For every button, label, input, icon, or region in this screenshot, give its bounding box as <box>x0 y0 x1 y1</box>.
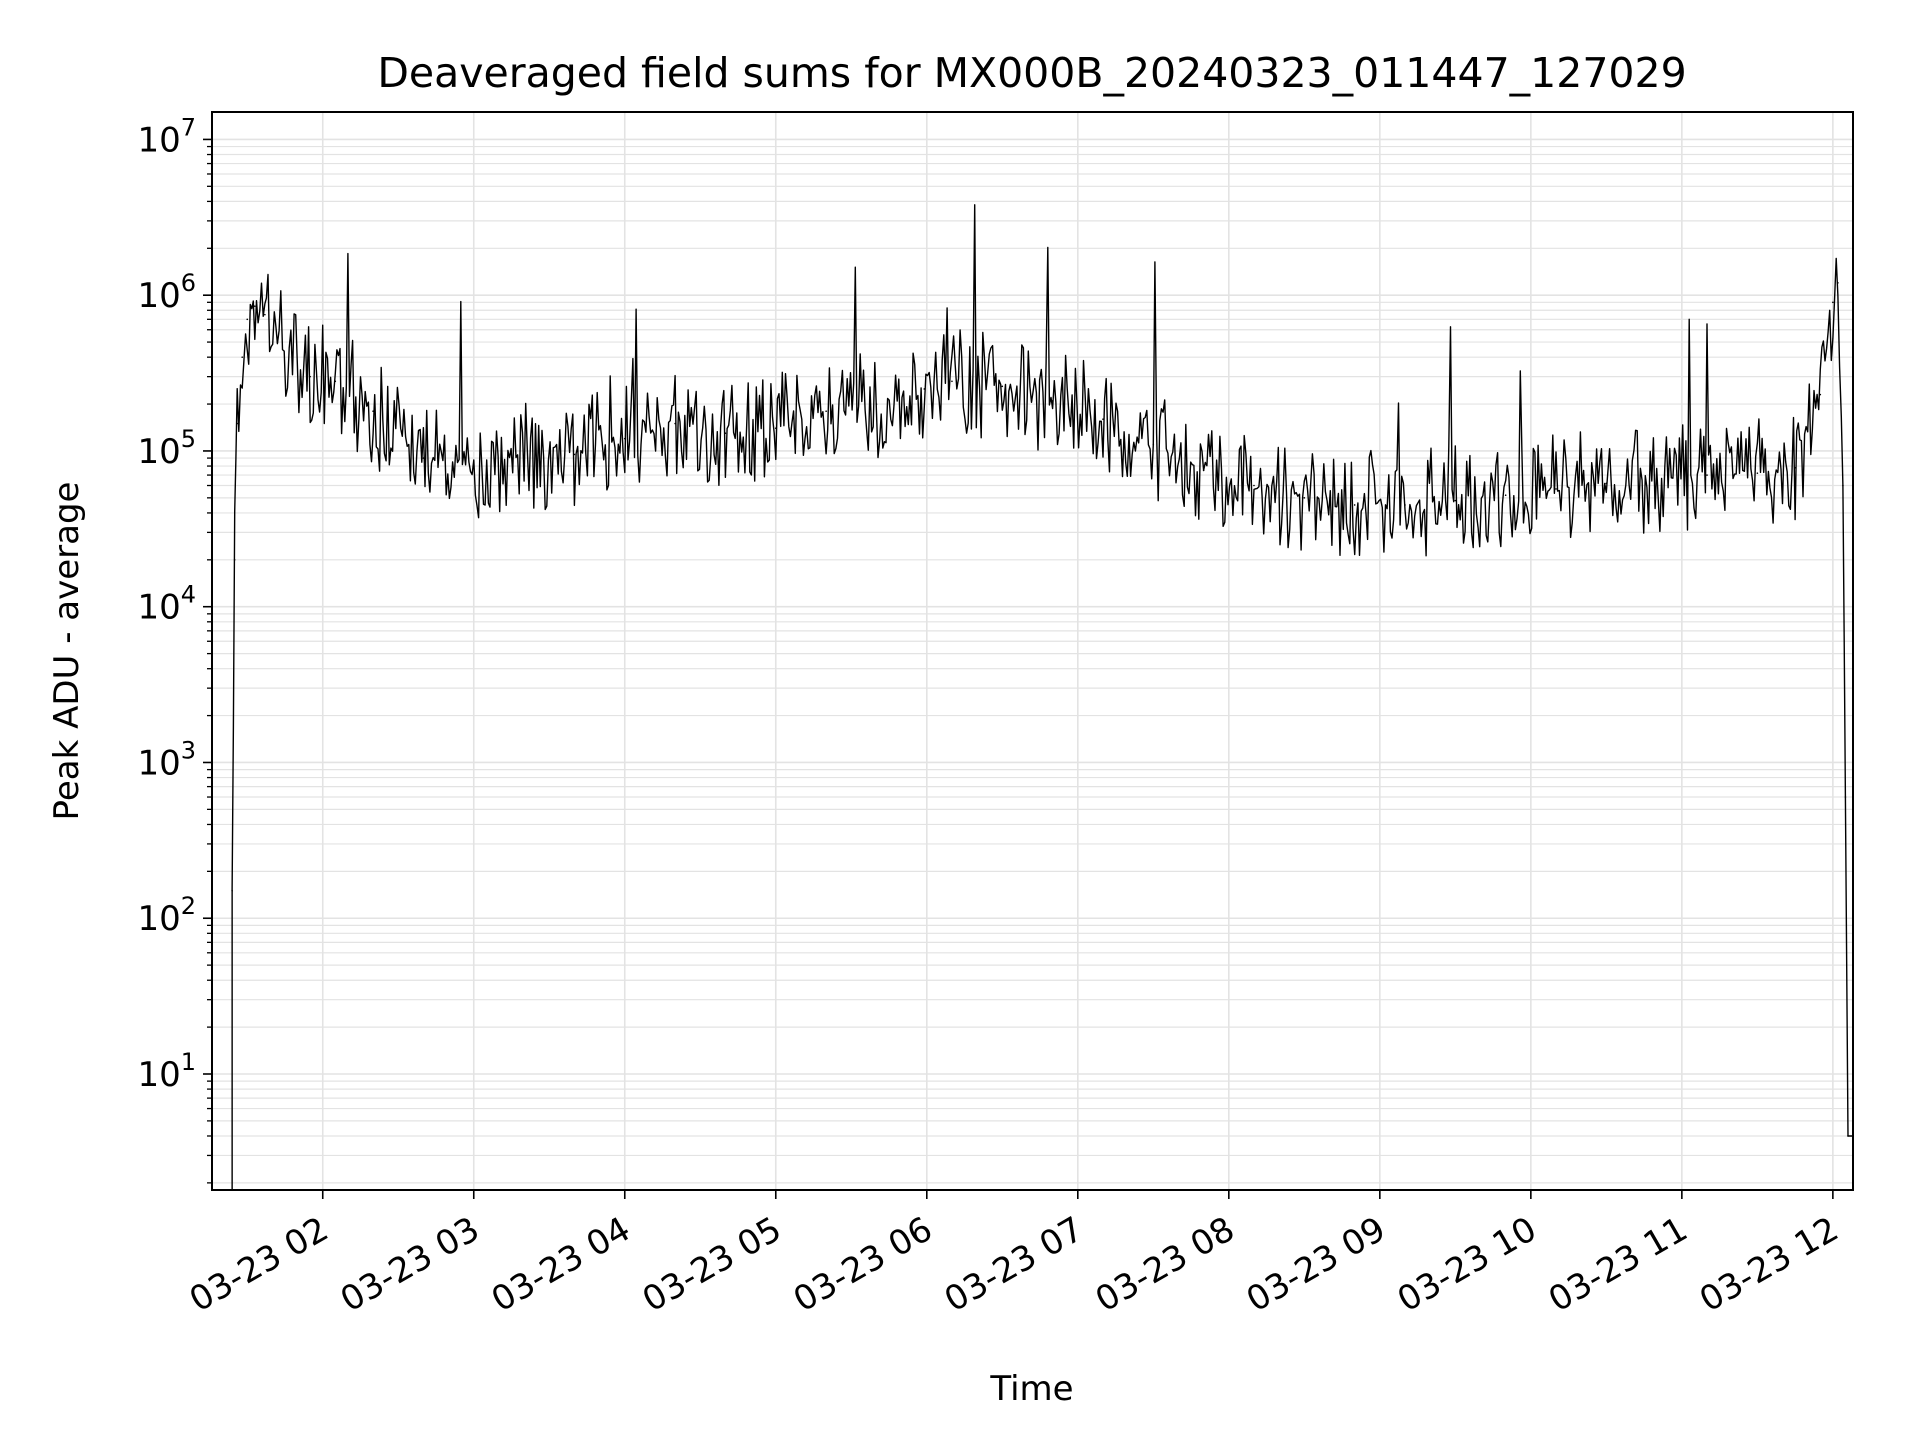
data-point <box>231 890 233 892</box>
data-point <box>1253 484 1255 487</box>
data-point <box>523 457 525 459</box>
axis-ticks <box>203 138 1834 1199</box>
data-point <box>1844 796 1847 798</box>
data-point <box>1842 484 1844 487</box>
data-point <box>253 305 256 307</box>
data-point <box>236 422 238 425</box>
grid-lines <box>212 112 1853 1190</box>
data-point <box>422 457 425 459</box>
y-tick-label: 101 <box>137 1048 196 1095</box>
data-point <box>573 453 576 456</box>
data-point <box>372 410 374 412</box>
data-point <box>1605 482 1608 485</box>
y-tick-label: 103 <box>137 736 196 783</box>
data-point <box>1102 418 1104 420</box>
series-line <box>231 204 1853 1137</box>
data-point <box>1404 504 1406 506</box>
y-tick-label: 107 <box>137 113 196 160</box>
data-point <box>923 388 926 390</box>
data-point <box>674 422 676 425</box>
data-point <box>875 403 878 405</box>
data-point <box>233 559 236 561</box>
data-point <box>1051 399 1054 402</box>
data-point <box>1504 494 1507 496</box>
data-point <box>1756 472 1759 474</box>
x-axis-title: Time <box>989 1369 1073 1409</box>
data-point <box>1655 478 1658 480</box>
data-point <box>1832 301 1834 304</box>
y-tick-label: 104 <box>137 581 196 628</box>
y-tick-label: 105 <box>137 425 196 472</box>
data-point <box>1303 497 1306 499</box>
data-point <box>1353 504 1356 506</box>
data-point <box>774 427 777 429</box>
data-point <box>1555 488 1557 490</box>
data-point <box>1819 393 1822 396</box>
data-point <box>1152 443 1155 446</box>
series-layer <box>231 204 1853 1190</box>
data-point <box>1202 469 1205 472</box>
data-point <box>291 356 294 358</box>
data-point <box>724 432 727 435</box>
data-point <box>309 375 311 378</box>
chart-title: Deaveraged field sums for MX000B_2024032… <box>377 49 1686 97</box>
data-point <box>951 380 953 383</box>
data-point <box>246 318 249 321</box>
data-point <box>264 313 266 316</box>
data-point <box>825 410 827 412</box>
y-axis-title: Peak ADU - average <box>47 482 87 821</box>
data-point <box>1001 385 1004 388</box>
data-point <box>1706 474 1708 476</box>
data-point <box>1454 499 1457 502</box>
y-tick-label: 102 <box>137 892 196 939</box>
data-point <box>472 465 475 467</box>
data-point <box>276 341 279 343</box>
data-point <box>241 356 244 358</box>
data-point <box>1837 282 1839 284</box>
plot-frame <box>211 111 1854 1191</box>
data-point <box>1794 466 1796 469</box>
data-point <box>1847 1135 1849 1137</box>
y-tick-label: 106 <box>137 269 196 316</box>
data-point <box>623 437 626 440</box>
data-point <box>334 380 337 383</box>
